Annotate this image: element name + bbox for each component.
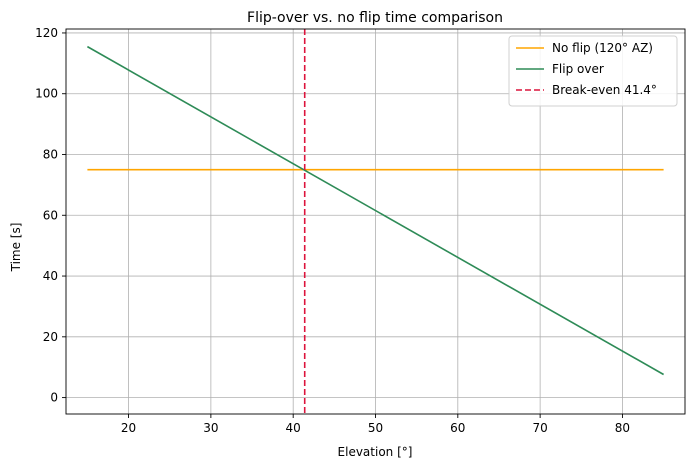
y-tick-label: 60 <box>43 208 58 222</box>
x-tick-label: 40 <box>286 421 301 435</box>
x-tick-label: 20 <box>121 421 136 435</box>
x-tick-label: 80 <box>615 421 630 435</box>
y-tick-label: 120 <box>35 26 58 40</box>
y-tick-label: 40 <box>43 269 58 283</box>
x-tick-label: 30 <box>203 421 218 435</box>
x-axis-title: Elevation [°] <box>338 445 413 459</box>
y-tick-label: 100 <box>35 87 58 101</box>
x-tick-label: 70 <box>532 421 547 435</box>
x-tick-label: 50 <box>368 421 383 435</box>
series-line <box>87 45 664 376</box>
legend: No flip (120° AZ) Flip over Break-even 41.… <box>508 35 678 107</box>
axes-layer: 20 30 40 50 60 70 80 0 20 40 60 80 100 120 <box>35 26 686 435</box>
x-tick-label: 60 <box>450 421 465 435</box>
chart-title: Flip-over vs. no flip time comparison <box>247 10 503 26</box>
legend-label: Flip over <box>552 62 604 76</box>
legend-label: Break-even 41.4° <box>552 83 657 97</box>
series-layer <box>87 29 664 414</box>
y-axis-title: Time [s] <box>9 223 23 273</box>
legend-label: No flip (120° AZ) <box>552 41 653 55</box>
y-tick-label: 0 <box>50 391 58 405</box>
y-tick-label: 80 <box>43 147 58 161</box>
legend-box <box>508 35 678 107</box>
y-tick-label: 20 <box>43 330 58 344</box>
